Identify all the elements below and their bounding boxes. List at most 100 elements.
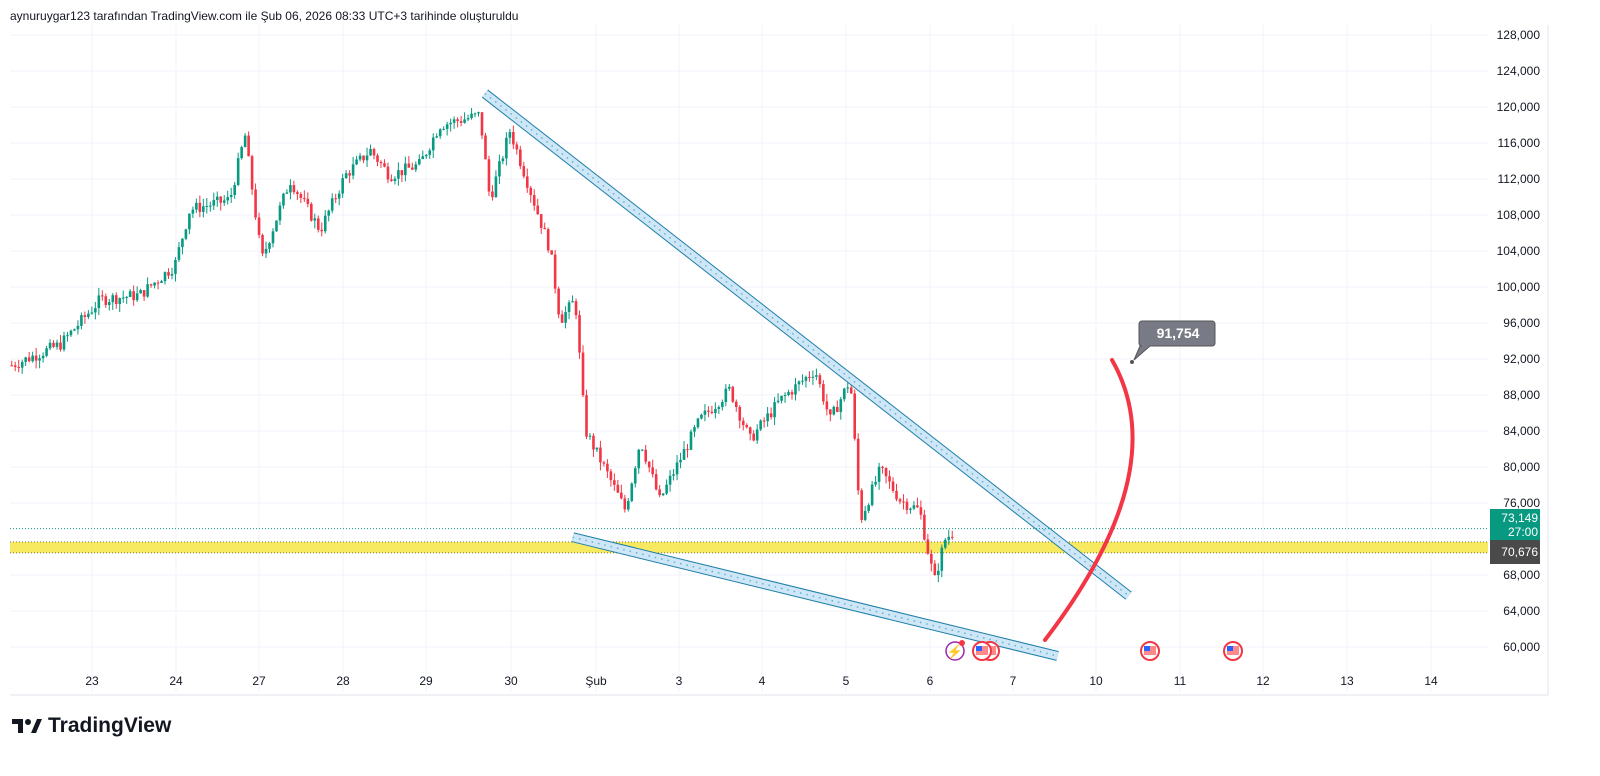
- x-tick-label: 14: [1424, 674, 1438, 688]
- x-tick-label: 28: [336, 674, 350, 688]
- candle-body: [755, 429, 759, 441]
- candle-body: [930, 553, 933, 564]
- candle-body: [895, 490, 898, 500]
- candle-body: [884, 467, 888, 477]
- candle-body: [738, 406, 742, 421]
- candle-body: [174, 259, 177, 274]
- candle-body: [595, 447, 599, 450]
- candle-body: [282, 193, 285, 206]
- candle-body: [745, 425, 749, 428]
- candle-body: [710, 411, 714, 413]
- x-tick-label: 11: [1174, 674, 1187, 688]
- candle-body: [491, 191, 494, 198]
- candle-body: [379, 161, 383, 164]
- candle-body: [567, 302, 571, 313]
- candle-body: [839, 399, 843, 412]
- candle-body: [428, 150, 432, 155]
- candle-body: [825, 401, 829, 410]
- y-tick-label: 120,000: [1497, 100, 1541, 114]
- candle-body: [835, 406, 839, 412]
- candle-body: [323, 215, 327, 232]
- crypto-event-icon[interactable]: ⚡: [945, 640, 965, 661]
- candle-body: [780, 395, 783, 401]
- candle-body: [525, 176, 529, 188]
- candle-body: [515, 144, 519, 150]
- candle-body: [55, 342, 59, 347]
- candle-body: [250, 156, 254, 190]
- candle-body: [633, 468, 637, 484]
- x-tick-label: Şub: [585, 674, 607, 688]
- candle-body: [34, 355, 38, 361]
- candle-body: [943, 539, 947, 548]
- candle-body: [153, 282, 156, 286]
- candle-body: [181, 238, 184, 248]
- candle-body: [421, 156, 425, 160]
- price-chart[interactable]: 23 24 27 28 29 30 Şub 3 4 5 6 7 10 11 12 13 14 91,754 128,…: [0, 0, 1600, 700]
- candle-body: [923, 514, 926, 540]
- candle-body: [390, 179, 393, 182]
- candle-body: [585, 395, 588, 437]
- candle-body: [445, 124, 449, 129]
- candle-body: [689, 431, 693, 450]
- tradingview-logo[interactable]: TradingView: [12, 714, 171, 738]
- callout-anchor: [1130, 360, 1134, 364]
- candle-body: [501, 158, 505, 162]
- candle-body: [602, 462, 606, 464]
- candle-body: [337, 193, 341, 199]
- candle-body: [226, 197, 230, 201]
- candle-body: [73, 329, 76, 331]
- candle-body: [592, 435, 595, 450]
- economic-event-icon[interactable]: [1140, 641, 1160, 661]
- notification-dot: [959, 640, 965, 646]
- candle-body: [459, 121, 463, 123]
- candle-body: [808, 376, 811, 378]
- candle-body: [797, 381, 801, 385]
- candle-body: [435, 136, 439, 138]
- candle-body: [121, 297, 125, 299]
- candle-body: [741, 420, 745, 426]
- economic-event-icon[interactable]: [1223, 641, 1243, 661]
- candle-body: [616, 484, 620, 493]
- y-tick-label: 96,000: [1503, 316, 1540, 330]
- candle-body: [404, 163, 407, 176]
- candle-body: [59, 342, 62, 350]
- candle-body: [498, 161, 501, 177]
- candle-body: [285, 192, 289, 194]
- candle-body: [222, 200, 226, 203]
- candle-body: [27, 357, 31, 362]
- x-tick-label: 5: [843, 674, 850, 688]
- candle-body: [606, 463, 609, 472]
- y-tick-label: 76,000: [1503, 496, 1540, 510]
- candle-body: [721, 402, 724, 408]
- economic-event-icon[interactable]: [972, 641, 992, 661]
- candle-body: [417, 159, 421, 165]
- y-tick-label: 84,000: [1503, 424, 1540, 438]
- candle-body: [407, 163, 411, 168]
- lightning-icon: [945, 641, 965, 661]
- candle-body: [672, 474, 675, 476]
- y-tick-label: 128,000: [1497, 28, 1541, 42]
- candle-body: [693, 427, 696, 432]
- wedge-lower-line-dots: [572, 536, 1058, 657]
- candle-body: [62, 335, 66, 350]
- x-tick-label: 12: [1256, 674, 1270, 688]
- target-callout-label: 91,754: [1157, 325, 1200, 341]
- x-tick-label: 30: [504, 674, 518, 688]
- x-tick-label: 27: [252, 674, 266, 688]
- candle-body: [700, 414, 703, 419]
- candle-body: [139, 290, 142, 294]
- candle-body: [334, 198, 337, 200]
- candle-body: [135, 293, 139, 301]
- candle-body: [794, 384, 797, 395]
- candle-body: [902, 501, 905, 503]
- x-tick-label: 3: [676, 674, 683, 688]
- candle-body: [452, 119, 456, 123]
- candle-body: [303, 197, 306, 199]
- y-tick-label: 80,000: [1503, 460, 1540, 474]
- candle-body: [341, 178, 344, 194]
- candle-body: [463, 119, 466, 123]
- candle-body: [80, 315, 83, 326]
- candle-body: [950, 536, 954, 538]
- candle-body: [790, 392, 794, 395]
- candle-body: [578, 315, 581, 353]
